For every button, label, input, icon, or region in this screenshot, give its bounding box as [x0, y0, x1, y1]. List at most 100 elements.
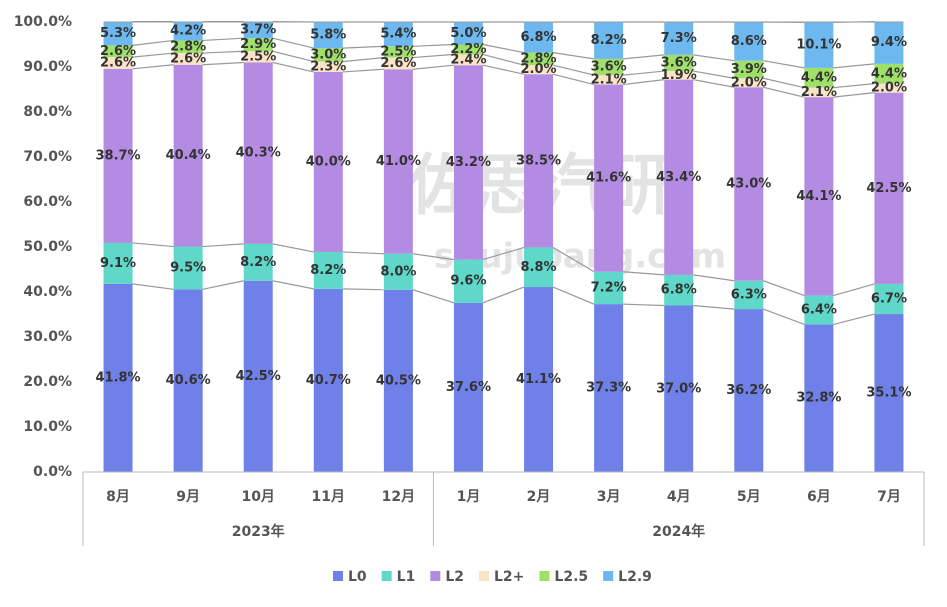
bar-segment — [594, 22, 624, 59]
value-label: 9.4% — [871, 35, 907, 50]
series-line — [202, 280, 244, 290]
x-tick-label: 2月 — [527, 489, 551, 505]
y-tick-label: 80.0% — [23, 104, 72, 120]
series-line — [272, 280, 314, 290]
value-label: 2.1% — [591, 72, 627, 87]
series-line — [272, 50, 314, 63]
value-label: 2.4% — [450, 52, 486, 67]
series-line — [693, 304, 735, 310]
y-tick-label: 60.0% — [23, 194, 72, 210]
value-label: 3.6% — [591, 60, 627, 75]
bar-segment — [804, 295, 834, 325]
bar-segment — [524, 74, 554, 248]
series-line — [833, 92, 875, 98]
legend-label: L2.9 — [618, 569, 652, 585]
x-tick-label: 6月 — [807, 489, 831, 505]
series-line — [132, 64, 174, 70]
x-tick-label: 10月 — [241, 489, 274, 505]
series-line — [132, 39, 174, 46]
bar-segment — [734, 87, 764, 281]
series-line — [693, 70, 735, 79]
bar-segment — [664, 305, 694, 472]
series-line — [412, 253, 455, 261]
bar-segment — [664, 54, 694, 72]
x-tick-label: 9月 — [176, 489, 200, 505]
series-line — [132, 283, 174, 290]
value-label: 4.2% — [170, 24, 206, 39]
bar-segment — [874, 314, 904, 472]
value-label: 2.3% — [310, 59, 346, 74]
value-label: 40.4% — [166, 148, 211, 163]
bar-segment — [103, 45, 133, 58]
series-line — [272, 61, 314, 73]
bar-segment — [524, 65, 554, 75]
bar-segment — [173, 40, 203, 54]
bar-segment — [874, 283, 904, 315]
value-label: 41.0% — [376, 154, 421, 169]
value-label: 10.1% — [796, 38, 841, 53]
bar-segment — [594, 75, 624, 85]
series-line — [342, 45, 384, 49]
bar-segment — [804, 97, 834, 296]
series-line — [833, 63, 875, 69]
value-label: 7.3% — [661, 31, 697, 46]
bar-segment — [243, 280, 273, 472]
bar-segment — [173, 53, 203, 65]
value-label: 42.5% — [866, 181, 911, 196]
legend-label: L2 — [445, 569, 464, 585]
series-line — [132, 242, 174, 248]
bar-segment — [524, 22, 554, 53]
legend-swatch — [333, 571, 343, 581]
value-label: 9.6% — [450, 274, 486, 289]
x-tick-label: 8月 — [106, 489, 130, 505]
bar-segment — [594, 84, 624, 272]
bar-segment — [664, 79, 694, 275]
bar-segment — [594, 58, 624, 76]
x-tick-label: 12月 — [382, 489, 415, 505]
bar-segment — [243, 38, 273, 52]
bar-segment — [383, 253, 413, 290]
series-line — [482, 246, 525, 261]
value-label: 2.5% — [380, 44, 416, 59]
series-line — [552, 246, 595, 273]
value-label: 43.4% — [656, 170, 701, 185]
bar-segment — [243, 51, 273, 63]
value-label: 3.0% — [310, 47, 346, 62]
series-line — [482, 53, 525, 66]
bar-segment — [874, 21, 904, 64]
x-tick-label: 4月 — [667, 489, 691, 505]
bar-segment — [313, 71, 343, 252]
bar-segment — [383, 289, 413, 472]
bar-segment — [664, 22, 694, 55]
bar-segment — [524, 247, 554, 288]
bar-segment — [804, 67, 834, 88]
bar-segment — [173, 289, 203, 472]
bar-segment — [173, 246, 203, 290]
x-tick-label: 5月 — [737, 489, 761, 505]
value-label: 40.5% — [376, 373, 421, 388]
value-label: 8.6% — [731, 34, 767, 49]
value-label: 6.7% — [871, 291, 907, 306]
bar-segment — [313, 48, 343, 62]
series-line — [763, 60, 805, 69]
legend-swatch — [603, 571, 614, 581]
value-label: 41.8% — [95, 370, 140, 385]
series-line — [552, 52, 595, 60]
series-line — [412, 289, 455, 304]
bar-segment — [524, 287, 554, 472]
group-label: 2024年 — [652, 523, 705, 540]
value-label: 2.6% — [100, 55, 136, 70]
x-tick-label: 1月 — [457, 489, 481, 505]
bar-segment — [173, 21, 203, 41]
series-line — [412, 64, 455, 70]
bar-segment — [173, 64, 203, 247]
value-label: 37.0% — [656, 381, 701, 396]
series-line — [693, 54, 735, 62]
bar-segment — [734, 280, 764, 310]
bar-segment — [594, 304, 624, 472]
series-line — [623, 54, 665, 60]
value-label: 38.7% — [95, 148, 140, 163]
value-label: 40.7% — [306, 373, 351, 388]
bar-segment — [103, 57, 133, 69]
